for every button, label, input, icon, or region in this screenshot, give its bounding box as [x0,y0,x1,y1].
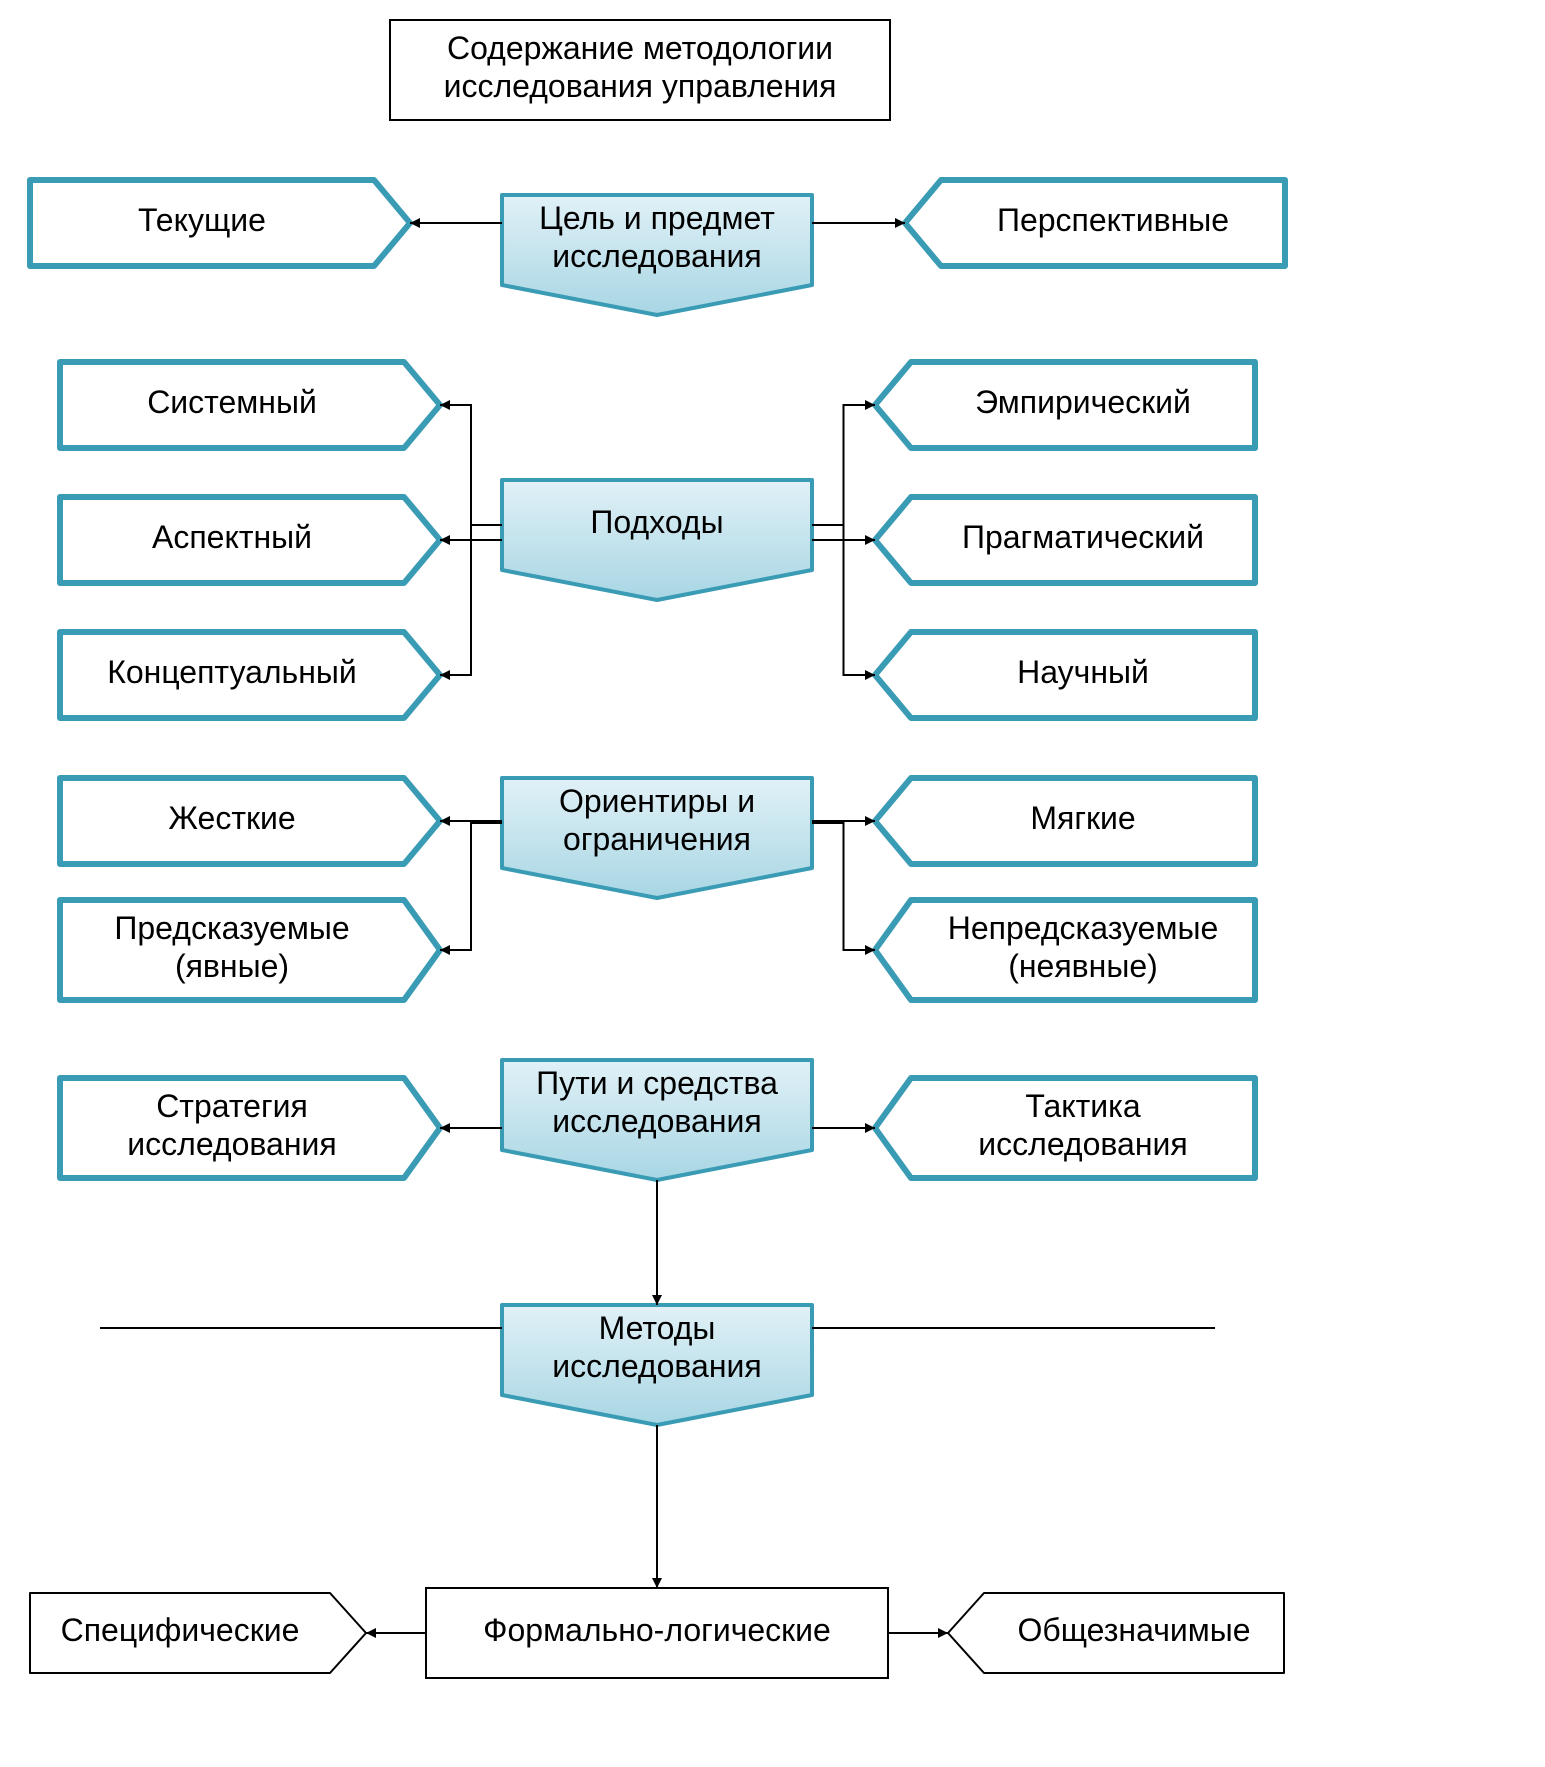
side-label-current: Текущие [138,202,266,238]
side-node-current: Текущие [30,180,410,266]
center-node-goal: Цель и предметисследования [502,195,812,315]
conn-orient-predict [440,823,502,950]
side-node-concept: Концептуальный [60,632,440,718]
center-label-formal: Формально-логические [483,1612,831,1648]
side-node-tactics: Тактикаисследования [875,1078,1255,1178]
side-node-system: Системный [60,362,440,448]
side-node-general: Общезначимые [948,1593,1284,1673]
center-node-orient: Ориентиры иограничения [502,778,812,898]
side-node-scientific: Научный [875,632,1255,718]
side-label-specific: Специфические [61,1612,300,1648]
side-label-strategy: Стратегияисследования [127,1089,336,1163]
center-label-approaches: Подходы [590,504,723,540]
conn-approaches-scientific [812,525,875,675]
side-node-soft: Мягкие [875,778,1255,864]
side-node-unpredict: Непредсказуемые(неявные) [875,900,1255,1000]
side-label-scientific: Научный [1017,654,1149,690]
side-label-empiric: Эмпирический [975,384,1191,420]
side-label-hard: Жесткие [168,800,295,836]
side-label-concept: Концептуальный [107,654,357,690]
title-label: Содержание методологииисследования управ… [444,31,837,105]
center-node-methods: Методыисследования [502,1305,812,1425]
side-label-system: Системный [147,384,317,420]
side-label-soft: Мягкие [1030,800,1135,836]
side-node-empiric: Эмпирический [875,362,1255,448]
side-node-strategy: Стратегияисследования [60,1078,440,1178]
center-node-ways: Пути и средстваисследования [502,1060,812,1180]
side-node-aspect: Аспектный [60,497,440,583]
conn-approaches-system [440,405,502,525]
conn-orient-unpredict [812,823,875,950]
side-node-hard: Жесткие [60,778,440,864]
conn-approaches-empiric [812,405,875,525]
center-label-ways: Пути и средстваисследования [536,1066,778,1140]
side-node-specific: Специфические [30,1593,366,1673]
center-label-goal: Цель и предметисследования [539,201,775,275]
side-node-perspective: Перспективные [905,180,1285,266]
side-node-predict: Предсказуемые(явные) [60,900,440,1000]
side-label-pragmatic: Прагматический [962,519,1204,555]
center-node-formal: Формально-логические [426,1588,888,1678]
side-node-pragmatic: Прагматический [875,497,1255,583]
conn-approaches-concept [440,525,502,675]
side-label-perspective: Перспективные [997,202,1229,238]
side-label-aspect: Аспектный [152,519,312,555]
center-node-approaches: Подходы [502,480,812,600]
center-label-orient: Ориентиры иограничения [559,784,755,858]
side-label-general: Общезначимые [1017,1612,1250,1648]
